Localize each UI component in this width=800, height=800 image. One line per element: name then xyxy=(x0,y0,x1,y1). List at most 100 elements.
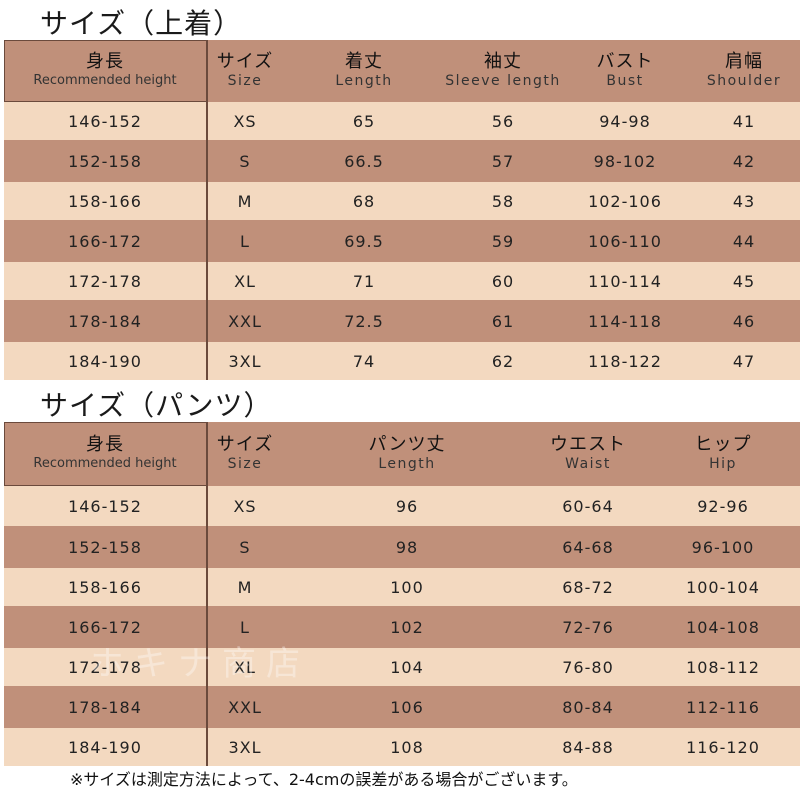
pants-header-cell: 身長 Recommended height xyxy=(4,435,206,473)
header-jp-label: サイズ xyxy=(216,434,274,455)
table-cell: 102-106 xyxy=(588,191,662,211)
table-cell: XL xyxy=(234,271,256,291)
table-cell: 112-116 xyxy=(686,697,760,717)
tops-header-cell: 着丈 Length xyxy=(284,52,444,90)
header-en-label: Sleeve length xyxy=(445,73,561,89)
table-cell: 158-166 xyxy=(68,577,142,597)
table-cell: 152-158 xyxy=(68,537,142,557)
table-cell: 46 xyxy=(732,311,756,331)
header-en-label: Bust xyxy=(606,73,644,89)
table-cell: 62 xyxy=(491,351,515,371)
table-cell: 98 xyxy=(395,537,419,557)
header-en-label: Length xyxy=(335,73,393,89)
header-jp-label: サイズ xyxy=(216,51,274,72)
table-cell: 110-114 xyxy=(588,271,662,291)
table-cell: 59 xyxy=(491,231,515,251)
table-row: 172-178 XL 71 60 110-114 45 xyxy=(4,262,800,300)
table-cell: 184-190 xyxy=(68,737,142,757)
table-row: 146-152 XS 96 60-64 92-96 xyxy=(4,486,800,526)
tops-column-divider xyxy=(206,40,208,380)
pants-header-outline xyxy=(4,422,207,486)
table-row: 166-172 L 69.5 59 106-110 44 xyxy=(4,220,800,262)
table-cell: 57 xyxy=(491,151,515,171)
table-row: 152-158 S 66.5 57 98-102 42 xyxy=(4,140,800,182)
table-cell: 60-64 xyxy=(562,496,614,516)
table-cell: 166-172 xyxy=(68,617,142,637)
table-cell: 64-68 xyxy=(562,537,614,557)
table-row: 178-184 XXL 72.5 61 114-118 46 xyxy=(4,300,800,342)
table-cell: 68-72 xyxy=(562,577,614,597)
table-row: 158-166 M 100 68-72 100-104 xyxy=(4,568,800,606)
table-cell: 108 xyxy=(390,737,424,757)
table-cell: 98-102 xyxy=(593,151,657,171)
table-cell: 118-122 xyxy=(588,351,662,371)
header-jp-label: 肩幅 xyxy=(725,51,763,72)
table-cell: 102 xyxy=(390,617,424,637)
tops-header-cell: 肩幅 Shoulder xyxy=(688,52,800,90)
table-cell: 84-88 xyxy=(562,737,614,757)
table-cell: 47 xyxy=(732,351,756,371)
table-cell: 74 xyxy=(352,351,376,371)
table-cell: 172-178 xyxy=(68,271,142,291)
table-cell: L xyxy=(240,231,250,251)
watermark: ホキナ商店 xyxy=(90,644,310,684)
tops-header-cell: 袖丈 Sleeve length xyxy=(444,52,562,90)
table-cell: 76-80 xyxy=(562,657,614,677)
header-en-label: Hip xyxy=(709,456,737,472)
table-cell: XL xyxy=(234,657,256,677)
size-note: ※サイズは測定方法によって、2-4cmの誤差がある場合がございます。 xyxy=(70,770,578,789)
table-cell: 114-118 xyxy=(588,311,662,331)
table-cell: 61 xyxy=(491,311,515,331)
header-jp-label: ウエスト xyxy=(550,434,626,455)
header-jp-label: 袖丈 xyxy=(484,51,522,72)
pants-section-title: サイズ（パンツ） xyxy=(40,389,273,422)
table-cell: 96 xyxy=(395,496,419,516)
pants-column-divider xyxy=(206,422,208,766)
header-en-label: Size xyxy=(227,456,263,472)
table-row: 184-190 3XL 74 62 118-122 47 xyxy=(4,342,800,380)
table-cell: 94-98 xyxy=(599,111,651,131)
table-cell: 66.5 xyxy=(344,151,384,171)
table-cell: 152-158 xyxy=(68,151,142,171)
tops-header-cell: サイズ Size xyxy=(206,52,284,90)
pants-header-cell: サイズ Size xyxy=(206,435,284,473)
table-cell: M xyxy=(237,191,253,211)
pants-header-cell: ウエスト Waist xyxy=(530,435,646,473)
table-cell: 146-152 xyxy=(68,111,142,131)
table-cell: 116-120 xyxy=(686,737,760,757)
table-cell: 100 xyxy=(390,577,424,597)
table-row: 178-184 XXL 106 80-84 112-116 xyxy=(4,686,800,728)
table-cell: 44 xyxy=(732,231,756,251)
table-row: 158-166 M 68 58 102-106 43 xyxy=(4,182,800,220)
pants-header-cell: ヒップ Hip xyxy=(646,435,800,473)
header-jp-label: パンツ丈 xyxy=(368,434,446,455)
tops-header-cell: バスト Bust xyxy=(562,52,688,90)
table-cell: M xyxy=(237,577,253,597)
header-en-label: Waist xyxy=(565,456,611,472)
header-jp-label: 着丈 xyxy=(345,51,383,72)
table-cell: 184-190 xyxy=(68,351,142,371)
table-cell: 96-100 xyxy=(691,537,755,557)
table-cell: 71 xyxy=(352,271,376,291)
table-cell: 178-184 xyxy=(68,697,142,717)
table-cell: 172-178 xyxy=(68,657,142,677)
tops-header-outline xyxy=(4,40,207,102)
tops-header-row: 身長 Recommended height サイズ Size 着丈 Length 袖丈 Sle… xyxy=(4,40,800,102)
table-row: 166-172 L 102 72-76 104-108 xyxy=(4,606,800,648)
table-cell: 104-108 xyxy=(686,617,760,637)
table-row: 172-178 XL 104 76-80 108-112 xyxy=(4,648,800,686)
header-en-label: Shoulder xyxy=(706,73,782,89)
table-cell: 100-104 xyxy=(686,577,760,597)
table-cell: 178-184 xyxy=(68,311,142,331)
header-en-label: Recommended height xyxy=(33,73,177,88)
table-row: 146-152 XS 65 56 94-98 41 xyxy=(4,102,800,140)
table-cell: 108-112 xyxy=(686,657,760,677)
tops-header-cell: 身長 Recommended height xyxy=(4,52,206,90)
table-row: 152-158 S 98 64-68 96-100 xyxy=(4,526,800,568)
pants-header-cell: パンツ丈 Length xyxy=(284,435,530,473)
table-cell: 69.5 xyxy=(344,231,384,251)
table-cell: 68 xyxy=(352,191,376,211)
table-cell: 92-96 xyxy=(697,496,749,516)
table-cell: 72-76 xyxy=(562,617,614,637)
table-cell: S xyxy=(239,537,251,557)
